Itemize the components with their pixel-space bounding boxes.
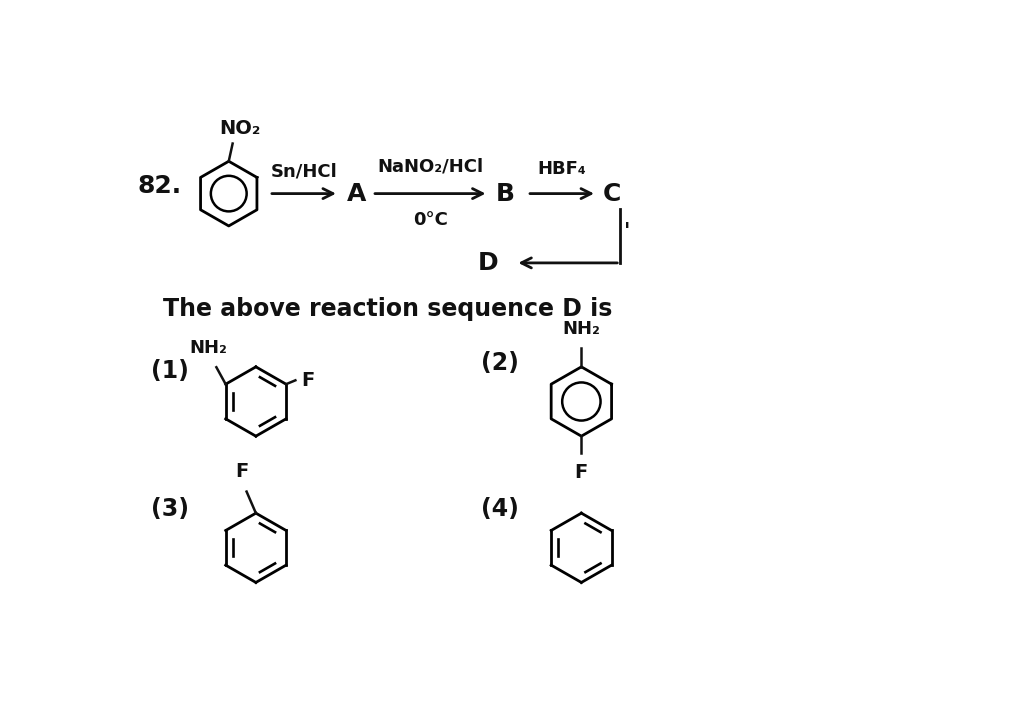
Text: C: C [603, 182, 622, 206]
Text: 0°C: 0°C [413, 212, 447, 230]
Text: The above reaction sequence D is: The above reaction sequence D is [163, 297, 612, 321]
Text: F: F [302, 371, 314, 390]
Text: NO₂: NO₂ [220, 119, 261, 138]
Text: NH₂: NH₂ [562, 320, 600, 337]
Text: HBF₄: HBF₄ [538, 160, 587, 178]
Text: F: F [236, 462, 249, 480]
Text: (4): (4) [480, 498, 518, 521]
Text: (3): (3) [152, 498, 189, 521]
Text: A: A [346, 182, 366, 206]
Text: B: B [496, 182, 515, 206]
Text: F: F [574, 463, 588, 482]
Text: D: D [478, 251, 499, 275]
Text: ': ' [624, 222, 631, 242]
Text: (2): (2) [480, 351, 518, 375]
Text: (1): (1) [152, 359, 189, 383]
Text: NH₂: NH₂ [189, 339, 227, 358]
Text: NaNO₂/HCl: NaNO₂/HCl [377, 158, 483, 176]
Text: 82.: 82. [137, 174, 181, 198]
Text: Sn/HCl: Sn/HCl [270, 162, 337, 180]
